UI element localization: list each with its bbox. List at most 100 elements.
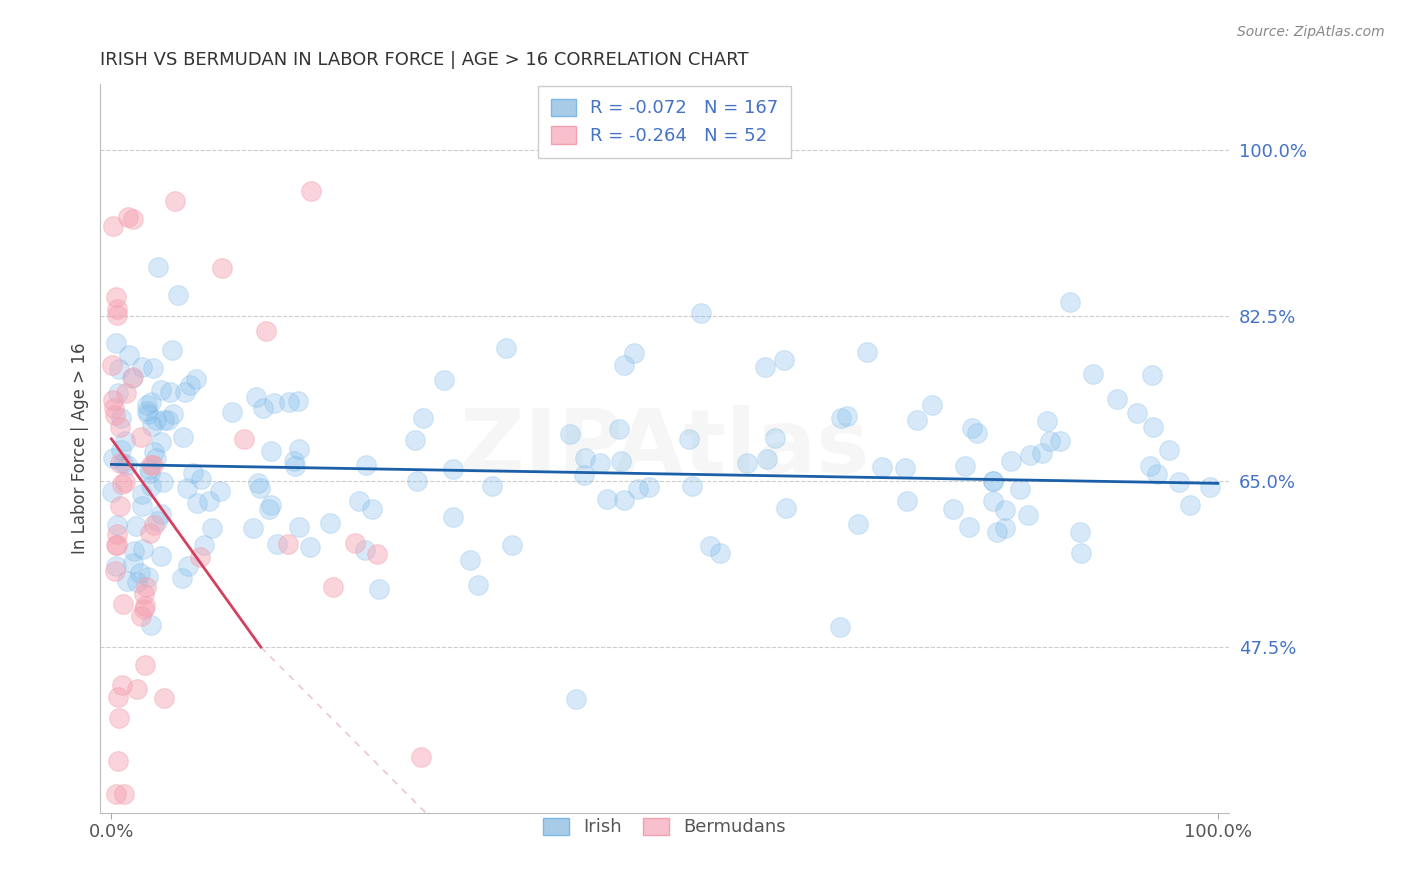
Point: [1125, 406, 1147, 420]
Point: [623, 346, 645, 360]
Point: [627, 482, 650, 496]
Point: [254, 324, 277, 338]
Point: [153, 412, 176, 426]
Point: [186, 496, 208, 510]
Point: [145, 450, 167, 465]
Point: [141, 618, 163, 632]
Point: [149, 435, 172, 450]
Point: [118, 347, 141, 361]
Point: [141, 458, 163, 473]
Point: [560, 426, 582, 441]
Point: [121, 556, 143, 570]
Point: [441, 509, 464, 524]
Point: [139, 394, 162, 409]
Point: [142, 458, 165, 472]
Point: [287, 394, 309, 409]
Point: [121, 371, 143, 385]
Point: [143, 445, 166, 459]
Point: [1069, 525, 1091, 540]
Point: [756, 452, 779, 467]
Point: [246, 475, 269, 490]
Point: [162, 343, 184, 357]
Point: [245, 390, 267, 404]
Point: [681, 479, 703, 493]
Point: [957, 519, 980, 533]
Point: [896, 494, 918, 508]
Point: [572, 468, 595, 483]
Point: [107, 386, 129, 401]
Point: [145, 412, 167, 426]
Point: [117, 574, 139, 589]
Point: [1198, 480, 1220, 494]
Point: [108, 711, 131, 725]
Point: [122, 212, 145, 227]
Point: [170, 571, 193, 585]
Point: [105, 526, 128, 541]
Point: [104, 290, 127, 304]
Point: [366, 547, 388, 561]
Point: [406, 474, 429, 488]
Point: [122, 370, 145, 384]
Point: [197, 494, 219, 508]
Point: [143, 517, 166, 532]
Point: [117, 210, 139, 224]
Point: [125, 519, 148, 533]
Point: [104, 409, 127, 423]
Point: [411, 750, 433, 764]
Point: [252, 401, 274, 416]
Point: [114, 434, 136, 448]
Point: [763, 431, 786, 445]
Point: [1146, 467, 1168, 481]
Point: [184, 372, 207, 386]
Point: [981, 475, 1004, 489]
Point: [953, 459, 976, 474]
Point: [1168, 475, 1191, 490]
Point: [986, 524, 1008, 539]
Point: [122, 543, 145, 558]
Point: [112, 787, 135, 801]
Point: [131, 500, 153, 514]
Point: [136, 407, 159, 421]
Point: [1000, 454, 1022, 468]
Point: [208, 483, 231, 498]
Point: [921, 398, 943, 412]
Point: [1142, 420, 1164, 434]
Point: [136, 404, 159, 418]
Point: [104, 565, 127, 579]
Point: [596, 491, 619, 506]
Point: [188, 550, 211, 565]
Point: [299, 184, 322, 198]
Point: [138, 466, 160, 480]
Point: [201, 521, 224, 535]
Legend: Irish, Bermudans: Irish, Bermudans: [536, 810, 793, 844]
Point: [754, 359, 776, 374]
Point: [678, 433, 700, 447]
Point: [773, 352, 796, 367]
Point: [353, 543, 375, 558]
Point: [994, 521, 1017, 535]
Point: [495, 341, 517, 355]
Point: [107, 690, 129, 705]
Point: [129, 608, 152, 623]
Point: [260, 498, 283, 512]
Point: [107, 755, 129, 769]
Point: [104, 787, 127, 801]
Point: [574, 450, 596, 465]
Point: [114, 475, 136, 490]
Point: [111, 678, 134, 692]
Point: [105, 308, 128, 322]
Point: [1049, 434, 1071, 448]
Point: [404, 433, 426, 447]
Point: [104, 538, 127, 552]
Point: [127, 681, 149, 696]
Point: [360, 501, 382, 516]
Point: [101, 219, 124, 233]
Point: [872, 460, 894, 475]
Point: [1035, 414, 1057, 428]
Text: Source: ZipAtlas.com: Source: ZipAtlas.com: [1237, 25, 1385, 39]
Point: [149, 383, 172, 397]
Point: [830, 410, 852, 425]
Point: [259, 443, 281, 458]
Point: [356, 458, 378, 473]
Point: [142, 360, 165, 375]
